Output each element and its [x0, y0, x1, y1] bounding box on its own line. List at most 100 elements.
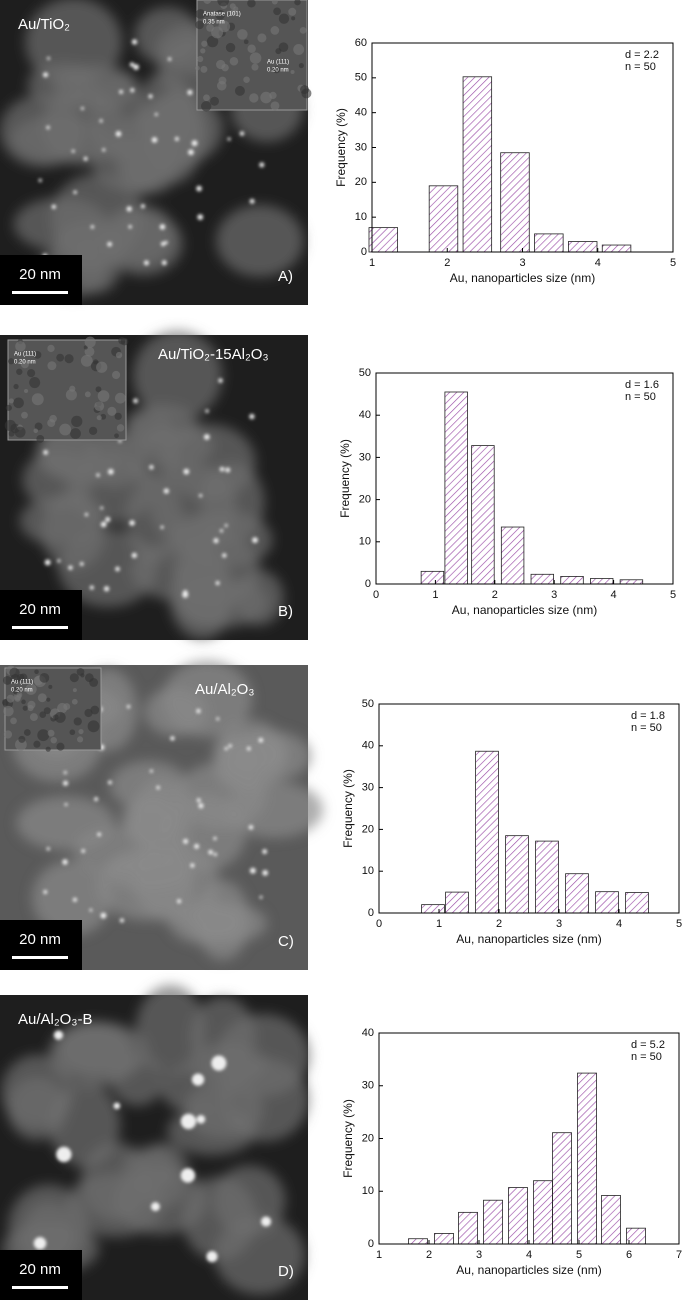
au-particles	[33, 1030, 272, 1263]
inset-texture	[197, 55, 204, 63]
au-particle	[133, 398, 138, 404]
au-particle	[219, 466, 225, 472]
au-particle	[73, 190, 77, 195]
inset-texture	[270, 26, 280, 35]
inset-texture	[69, 729, 76, 736]
panel-letter: A)	[278, 268, 293, 285]
inset-texture	[16, 368, 23, 375]
inset-texture	[1, 699, 9, 706]
inset-texture	[71, 415, 83, 428]
y-tick-label: 20	[362, 823, 374, 835]
y-axis-label: Frequency (%)	[341, 769, 355, 848]
au-particle	[160, 241, 166, 247]
y-tick-label: 20	[355, 176, 367, 188]
support-grain	[216, 204, 304, 277]
au-particle	[196, 1114, 206, 1124]
micrograph-label: Au/TiO₂	[18, 16, 70, 33]
au-particle	[170, 736, 175, 741]
inset-texture	[37, 693, 47, 703]
au-particle	[191, 140, 198, 147]
micrograph: Au/TiO₂-15Al₂O₃ 20 nm B) Au (111) 0.20 nm	[0, 330, 308, 640]
au-particle	[103, 586, 110, 592]
inset-texture	[76, 736, 84, 743]
x-tick-label: 1	[376, 1249, 382, 1261]
bar	[500, 526, 525, 585]
bar	[483, 1199, 503, 1245]
au-particle	[176, 899, 182, 904]
inset-texture	[294, 0, 301, 6]
bar	[533, 1180, 553, 1245]
bar	[500, 152, 530, 253]
inset-texture	[84, 391, 91, 398]
scale-bar-label: 20 nm	[19, 1261, 61, 1278]
au-particle	[107, 241, 113, 247]
au-particle	[161, 260, 167, 266]
x-tick-label: 5	[670, 257, 676, 269]
x-axis-label: Au, nanoparticles size (nm)	[456, 1263, 601, 1277]
micrograph-label: Au/TiO₂-15Al₂O₃	[158, 346, 269, 363]
au-particle	[150, 1202, 160, 1212]
au-particle	[119, 918, 125, 923]
inset-texture	[288, 7, 297, 16]
au-particle	[180, 1113, 197, 1130]
au-particle	[108, 780, 112, 785]
support-grain	[41, 87, 126, 165]
inset-texture	[293, 44, 305, 55]
inset-label: Anatase (101)	[203, 12, 241, 18]
y-tick-label: 60	[355, 37, 367, 49]
au-particle	[94, 797, 99, 802]
au-particle	[167, 57, 172, 61]
inset-texture	[56, 742, 65, 751]
micrograph: Au/TiO₂ 20 nm A) Anatase (101) 0.35 nm Au (11…	[0, 0, 312, 305]
au-particle	[249, 198, 255, 204]
au-particle	[72, 897, 78, 902]
scale-bar-bg	[0, 920, 82, 970]
x-tick-label: 1	[436, 918, 442, 930]
bar	[530, 573, 555, 585]
bar	[508, 1187, 528, 1245]
au-particle	[62, 780, 69, 786]
au-particle	[239, 131, 245, 136]
au-particle	[187, 89, 193, 95]
support-grain	[58, 529, 158, 608]
inset-texture	[21, 699, 26, 705]
particle-cloud	[1, 985, 310, 1295]
support-grain	[103, 211, 183, 276]
au-particle	[224, 747, 228, 751]
inset-texture	[273, 7, 281, 16]
inset-texture	[43, 707, 51, 715]
y-tick-label: 10	[362, 1185, 374, 1197]
au-particle	[43, 72, 49, 78]
support-grain	[59, 1024, 131, 1073]
au-particle	[89, 908, 93, 912]
support-grain	[134, 6, 201, 65]
au-particle	[222, 553, 227, 558]
inset-texture	[33, 740, 41, 748]
inset-texture	[291, 16, 296, 21]
au-particle	[43, 890, 48, 894]
au-particle	[154, 112, 158, 116]
scale-bar	[12, 291, 68, 294]
au-particle	[97, 832, 102, 837]
inset-texture	[206, 23, 215, 32]
scale-bar-bg	[0, 255, 82, 305]
inset-texture	[201, 40, 208, 47]
au-particle	[249, 867, 256, 874]
bar	[595, 891, 619, 914]
inset-texture	[87, 720, 100, 733]
inset-texture	[22, 705, 28, 711]
x-tick-label: 4	[616, 918, 622, 930]
au-particle	[262, 870, 269, 876]
inset-texture	[47, 419, 56, 428]
inset-texture	[89, 678, 99, 687]
inset-texture	[73, 717, 82, 726]
au-particle	[81, 849, 86, 853]
inset-texture	[195, 65, 200, 71]
inset-texture	[90, 705, 100, 715]
inset-texture	[14, 426, 26, 438]
au-particle	[151, 137, 158, 143]
inset-texture	[298, 62, 304, 69]
scale-bar-bg	[0, 590, 82, 640]
inset-texture	[36, 434, 45, 443]
